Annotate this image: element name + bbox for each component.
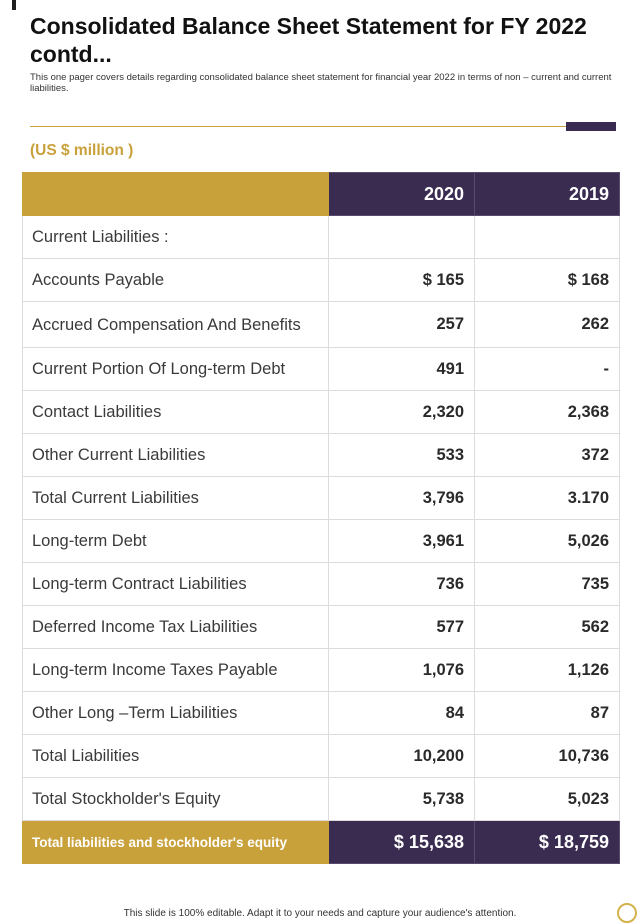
table-row: Total Current Liabilities 3,796 3.170 [22,476,620,520]
table-row: Long-term Debt 3,961 5,026 [22,519,620,563]
divider-line [30,126,566,127]
footer-note: This slide is 100% editable. Adapt it to… [123,908,517,919]
corner-accent-bar [12,0,16,10]
page-subtitle: This one pager covers details regarding … [30,72,612,94]
value-2020: 84 [328,691,475,735]
balance-sheet-table: 2020 2019 Current Liabilities : Accounts… [22,172,620,864]
table-row: Current Liabilities : [22,215,620,259]
total-value-2020: $ 15,638 [328,820,475,864]
total-row: Total liabilities and stockholder's equi… [22,820,620,864]
value-2020: 491 [328,347,475,391]
value-2020: 577 [328,605,475,649]
divider-accent-block [566,122,616,131]
table-row: Deferred Income Tax Liabilities 577 562 [22,605,620,649]
row-label: Deferred Income Tax Liabilities [22,605,329,649]
table-row: Accounts Payable $ 165 $ 168 [22,258,620,302]
row-label: Other Current Liabilities [22,433,329,477]
header-label-cell [22,172,329,216]
value-2020: 10,200 [328,734,475,778]
value-2020: 257 [328,301,475,348]
value-2020: 3,796 [328,476,475,520]
row-label: Other Long –Term Liabilities [22,691,329,735]
value-2019: 5,026 [474,519,620,563]
row-label: Long-term Debt [22,519,329,563]
table-row: Long-term Income Taxes Payable 1,076 1,1… [22,648,620,692]
table-row: Current Portion Of Long-term Debt 491 - [22,347,620,391]
value-2019 [474,215,620,259]
value-2019: $ 168 [474,258,620,302]
value-2020: $ 165 [328,258,475,302]
circle-decoration-icon [617,903,637,923]
row-label: Accounts Payable [22,258,329,302]
value-2019: 372 [474,433,620,477]
value-2019: 3.170 [474,476,620,520]
row-label: Current Liabilities : [22,215,329,259]
header-year-2020: 2020 [328,172,475,216]
row-label: Total Stockholder's Equity [22,777,329,821]
value-2019: 10,736 [474,734,620,778]
value-2019: 2,368 [474,390,620,434]
row-label: Total Liabilities [22,734,329,778]
row-label: Contact Liabilities [22,390,329,434]
table-row: Contact Liabilities 2,320 2,368 [22,390,620,434]
value-2020 [328,215,475,259]
value-2020: 1,076 [328,648,475,692]
value-2020: 2,320 [328,390,475,434]
unit-label: (US $ million ) [30,142,134,159]
table-row: Long-term Contract Liabilities 736 735 [22,562,620,606]
row-label: Long-term Income Taxes Payable [22,648,329,692]
table-row: Other Long –Term Liabilities 84 87 [22,691,620,735]
total-value-2019: $ 18,759 [474,820,620,864]
value-2019: 5,023 [474,777,620,821]
row-label: Accrued Compensation And Benefits [22,301,329,348]
page-title: Consolidated Balance Sheet Statement for… [30,13,587,67]
value-2020: 5,738 [328,777,475,821]
value-2019: - [474,347,620,391]
header-year-2019: 2019 [474,172,620,216]
row-label: Long-term Contract Liabilities [22,562,329,606]
table-row: Accrued Compensation And Benefits 257 26… [22,301,620,348]
table-row: Total Liabilities 10,200 10,736 [22,734,620,778]
value-2020: 3,961 [328,519,475,563]
value-2019: 1,126 [474,648,620,692]
value-2019: 87 [474,691,620,735]
value-2019: 735 [474,562,620,606]
table-row: Other Current Liabilities 533 372 [22,433,620,477]
value-2020: 533 [328,433,475,477]
total-label: Total liabilities and stockholder's equi… [22,820,329,864]
value-2019: 262 [474,301,620,348]
value-2020: 736 [328,562,475,606]
row-label: Total Current Liabilities [22,476,329,520]
value-2019: 562 [474,605,620,649]
table-header-row: 2020 2019 [22,172,620,216]
row-label: Current Portion Of Long-term Debt [22,347,329,391]
table-row: Total Stockholder's Equity 5,738 5,023 [22,777,620,821]
